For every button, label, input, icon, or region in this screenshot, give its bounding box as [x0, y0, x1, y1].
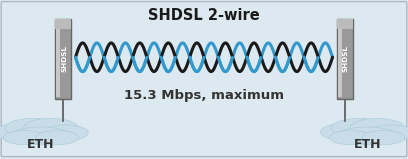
Bar	[55, 19, 71, 99]
Ellipse shape	[350, 118, 405, 138]
Bar	[338, 21, 342, 97]
Text: SHDSL 2-wire: SHDSL 2-wire	[148, 8, 260, 23]
Ellipse shape	[23, 118, 79, 138]
Bar	[55, 19, 71, 29]
Text: SHDSL: SHDSL	[343, 45, 348, 72]
Ellipse shape	[329, 130, 372, 145]
Ellipse shape	[0, 124, 43, 140]
Ellipse shape	[320, 124, 369, 140]
Ellipse shape	[362, 130, 405, 145]
Bar	[337, 19, 353, 29]
Ellipse shape	[337, 127, 398, 145]
FancyBboxPatch shape	[1, 2, 407, 157]
Text: 15.3 Mbps, maximum: 15.3 Mbps, maximum	[124, 89, 284, 102]
Ellipse shape	[369, 125, 408, 141]
Ellipse shape	[3, 130, 46, 145]
Bar	[337, 19, 353, 99]
Ellipse shape	[36, 130, 78, 145]
Bar	[56, 21, 60, 97]
Ellipse shape	[331, 118, 387, 138]
Ellipse shape	[5, 118, 60, 138]
Ellipse shape	[42, 125, 88, 141]
Text: ETH: ETH	[27, 138, 55, 151]
Text: ETH: ETH	[353, 138, 381, 151]
Ellipse shape	[10, 127, 71, 145]
Text: SHDSL: SHDSL	[61, 45, 67, 72]
